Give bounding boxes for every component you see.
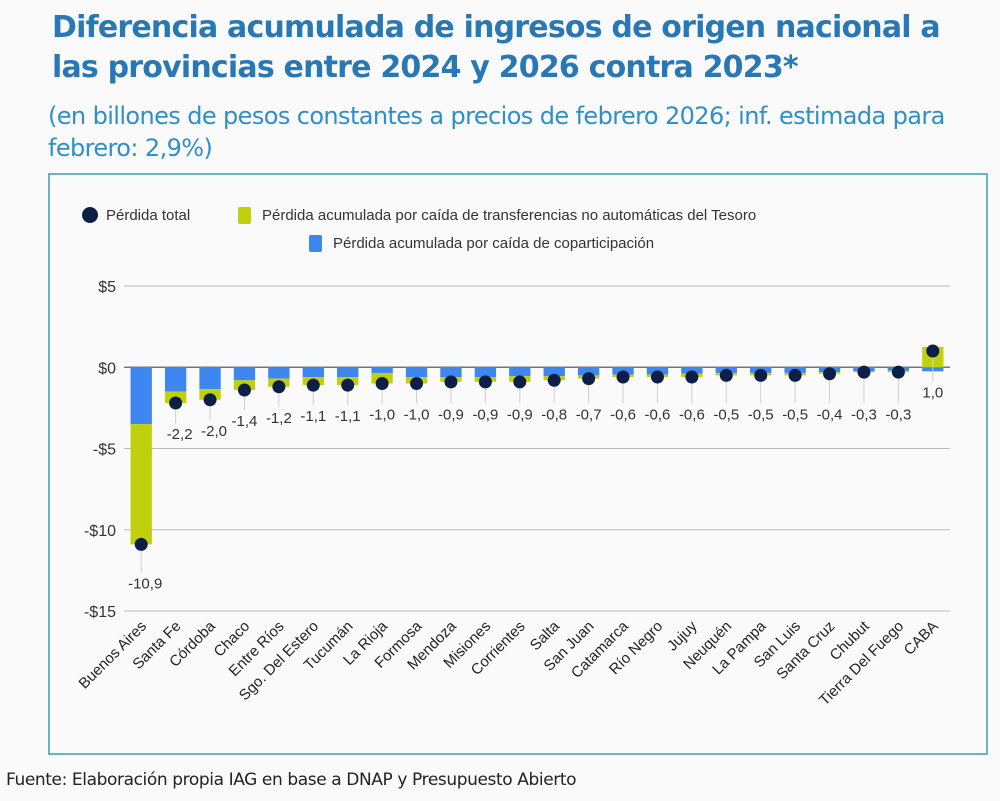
bar-coparticipacion [268, 367, 290, 379]
data-label: -0,3 [851, 406, 877, 423]
point-total [823, 367, 837, 381]
legend-marker-coparticipacion [309, 235, 322, 252]
data-label: -1,0 [404, 407, 430, 424]
point-total [237, 383, 251, 397]
data-label: -0,6 [610, 406, 636, 423]
y-tick-label: -$10 [84, 523, 116, 540]
legend-marker-total [82, 207, 98, 223]
bar-coparticipacion [577, 367, 600, 376]
point-total [719, 368, 733, 382]
point-total [478, 375, 492, 389]
point-total [754, 368, 768, 382]
point-total [650, 370, 664, 384]
point-total [272, 380, 286, 394]
point-total [169, 396, 183, 410]
y-tick-label: $0 [98, 360, 116, 377]
data-label: -1,1 [335, 408, 361, 425]
data-label: -0,9 [438, 406, 464, 423]
source-note: Fuente: Elaboración propia IAG en base a… [6, 770, 577, 790]
data-label: -1,1 [300, 408, 326, 425]
data-label: -1,4 [232, 413, 258, 430]
bar-coparticipacion [509, 367, 531, 377]
y-tick-label: $5 [98, 279, 116, 296]
y-tick-label: -$15 [84, 604, 116, 621]
bar-coparticipacion [337, 367, 359, 377]
bar-tesoro [130, 424, 152, 545]
data-label: -0,5 [782, 406, 808, 423]
point-total [891, 365, 905, 379]
point-total [410, 377, 424, 390]
data-label: -0,8 [541, 406, 567, 423]
bar-coparticipacion [164, 367, 187, 392]
legend-marker-tesoro [238, 207, 251, 224]
bar-coparticipacion [199, 367, 221, 390]
bar-coparticipacion [440, 367, 462, 377]
point-total [203, 393, 217, 407]
point-total [926, 344, 940, 358]
point-total [788, 368, 802, 382]
bar-coparticipacion [371, 367, 393, 373]
data-label: -0,9 [472, 406, 498, 423]
data-label: -0,6 [645, 406, 671, 423]
data-label: -0,5 [713, 406, 739, 423]
point-total [134, 537, 148, 551]
point-total [685, 370, 699, 384]
data-label: -0,5 [748, 406, 774, 423]
point-total [513, 375, 527, 389]
bar-coparticipacion [474, 367, 497, 377]
data-label: -2,0 [201, 423, 227, 440]
y-tick-label: -$5 [93, 442, 116, 459]
legend-label-coparticipacion: Pérdida acumulada por caída de copartici… [333, 235, 654, 252]
bar-coparticipacion [543, 367, 565, 377]
point-total [341, 378, 355, 392]
data-label: -0,6 [679, 406, 705, 423]
data-label: -1,2 [266, 410, 292, 427]
point-total [444, 375, 458, 389]
point-total [582, 372, 596, 386]
bar-coparticipacion [302, 367, 324, 377]
legend-label-total: Pérdida total [106, 207, 190, 224]
chart-svg: $5 $0 -$5 -$10 -$15 Pérdida total Pérdida acum… [76, 207, 950, 709]
data-label: 1,0 [922, 384, 943, 401]
data-label: -1,0 [369, 407, 395, 424]
data-label: -2,2 [167, 426, 193, 443]
point-total [375, 377, 389, 390]
point-total [306, 378, 320, 392]
x-tick-label: CABA [901, 618, 942, 659]
data-label: -0,3 [885, 406, 911, 423]
point-total [857, 365, 871, 379]
bar-coparticipacion [405, 367, 428, 377]
bar-coparticipacion [233, 367, 256, 381]
legend-label-tesoro: Pérdida acumulada por caída de transfere… [262, 207, 756, 224]
data-label: -0,4 [817, 406, 843, 423]
bar-coparticipacion [130, 367, 152, 425]
chart-subtitle: (en billones de pesos constantes a preci… [48, 102, 945, 162]
chart-title: Diferencia acumulada de ingresos de orig… [52, 10, 941, 85]
data-label: -0,7 [576, 406, 602, 423]
data-label: -10,9 [128, 575, 162, 592]
data-label: -0,9 [507, 406, 533, 423]
point-total [616, 370, 630, 384]
point-total [547, 373, 561, 387]
chart-container: $5 $0 -$5 -$10 -$15 Pérdida total Pérdida acum… [48, 173, 988, 755]
